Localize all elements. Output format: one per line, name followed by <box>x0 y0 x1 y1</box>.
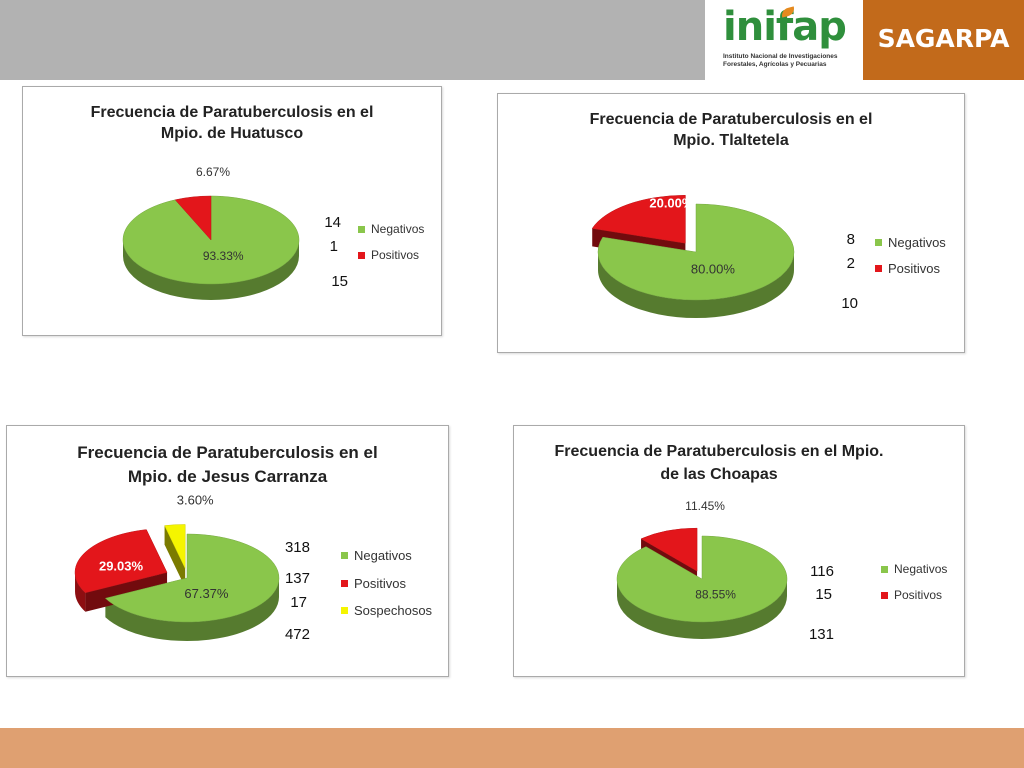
chart-title: Frecuencia de Paratuberculosis en el Mpi… <box>7 441 448 489</box>
chart-title-line-2: Mpio. Tlaltetela <box>673 132 789 149</box>
data-label-positivos: 6.67% <box>196 165 230 179</box>
chart-title-line-1: Frecuencia de Paratuberculosis en el <box>589 111 873 128</box>
chart-title-line-2: de las Choapas <box>660 466 778 483</box>
pie-chart: 67.37% 29.03% 3.60% <box>74 492 280 641</box>
pie-slice-face-sospechosos <box>164 525 186 588</box>
pie-slice-side-positivos <box>75 572 86 612</box>
legend-swatch <box>881 565 888 573</box>
chart-jesus-carranza: Frecuencia de Paratuberculosis en el Mpi… <box>6 425 449 677</box>
count-positivos: 137 <box>284 570 310 587</box>
legend-swatch <box>358 225 365 233</box>
count-positivos: 15 <box>815 586 832 603</box>
legend-label: Positivos <box>371 248 420 262</box>
data-label-positivos: 29.03% <box>99 558 144 573</box>
chart-title: Frecuencia de Paratuberculosis en el Mpi… <box>498 109 964 151</box>
data-label-negativos: 67.37% <box>184 586 229 601</box>
legend-swatch <box>341 607 348 614</box>
legend-swatch <box>358 251 365 259</box>
legend-label: Positivos <box>888 261 941 276</box>
inifap-subtitle: Instituto Nacional de Investigaciones Fo… <box>723 53 838 68</box>
legend-item-positivos: Positivos <box>341 576 406 591</box>
legend-label: Positivos <box>354 576 407 591</box>
pie-slice-sospechosos <box>164 524 186 569</box>
chart-title-line-2: Mpio. de Huatusco <box>160 125 304 142</box>
pie-chart: 80.00% 20.00% <box>591 195 795 318</box>
count-negativos: 116 <box>810 563 834 580</box>
footer-band <box>0 728 1024 768</box>
legend-label: Negativos <box>894 562 948 576</box>
count-sospechosos: 17 <box>290 594 307 611</box>
data-label-positivos: 11.45% <box>685 499 725 513</box>
legend-label: Sospechosos <box>354 603 433 618</box>
pie-slice-positivos <box>640 527 698 572</box>
chart-huatusco: Frecuencia de Paratuberculosis en el Mpi… <box>22 86 442 336</box>
legend-label: Positivos <box>894 588 943 602</box>
pie-slice-side-negativos <box>105 578 279 641</box>
inifap-logo: inifap Instituto Nacional de Investigaci… <box>705 0 863 80</box>
legend-item-negativos: Negativos <box>881 562 947 576</box>
legend-item-negativos: Negativos <box>341 548 412 563</box>
count-total: 10 <box>841 295 858 312</box>
chart-title-line-1: Frecuencia de Paratuberculosis en el <box>77 443 378 462</box>
pie-chart: 88.55% 11.45% <box>616 499 788 639</box>
legend-item-negativos: Negativos <box>875 235 946 250</box>
sagarpa-logo-text: SAGARPA <box>877 24 1010 53</box>
count-negativos: 318 <box>284 539 310 556</box>
count-negativos: 8 <box>846 231 855 248</box>
legend-item-positivos: Positivos <box>358 248 419 262</box>
legend-swatch <box>341 580 348 587</box>
count-total: 472 <box>284 626 310 643</box>
data-label-negativos: 80.00% <box>691 262 736 277</box>
data-label-positivos: 20.00% <box>649 195 694 210</box>
legend-swatch <box>875 239 882 246</box>
header-band <box>0 0 705 80</box>
legend-swatch <box>881 591 888 599</box>
pie-slice-positivos <box>591 195 686 244</box>
chart-title-line-1: Frecuencia de Paratuberculosis en el Mpi… <box>554 443 884 460</box>
legend-item-negativos: Negativos <box>358 222 424 236</box>
data-label-sospechosos: 3.60% <box>177 492 214 507</box>
pie-slice-negativos <box>616 535 788 623</box>
count-total: 15 <box>331 273 348 290</box>
legend-label: Negativos <box>371 222 425 236</box>
legend-item-positivos: Positivos <box>881 588 942 602</box>
legend-label: Negativos <box>888 235 946 250</box>
data-label-negativos: 93.33% <box>203 249 244 263</box>
legend-item-positivos: Positivos <box>875 261 940 276</box>
pie-slice-side-negativos <box>617 579 787 639</box>
data-label-negativos: 88.55% <box>695 587 736 601</box>
sagarpa-logo: SAGARPA <box>863 0 1024 80</box>
chart-title-line-2: Mpio. de Jesus Carranza <box>127 467 328 486</box>
count-total: 131 <box>808 626 834 643</box>
count-negativos: 14 <box>324 214 341 231</box>
chart-las-choapas: Frecuencia de Paratuberculosis en el Mpi… <box>513 425 965 677</box>
pie-slice-side-negativos <box>598 252 794 318</box>
count-positivos: 1 <box>329 238 338 255</box>
chart-title: Frecuencia de Paratuberculosis en el Mpi… <box>514 440 964 486</box>
legend-swatch <box>341 552 348 559</box>
legend-label: Negativos <box>354 548 412 563</box>
pie-slice-positivos <box>74 529 168 594</box>
count-positivos: 2 <box>846 255 855 272</box>
pie-slice-side-negativos <box>123 240 299 300</box>
legend-swatch <box>875 265 882 272</box>
chart-title-line-1: Frecuencia de Paratuberculosis en el <box>90 104 374 121</box>
pie-slice-face-positivos <box>85 572 168 612</box>
pie-slice-negativos <box>597 203 795 301</box>
pie-chart: 93.33% 6.67% <box>122 165 300 300</box>
chart-title: Frecuencia de Paratuberculosis en el Mpi… <box>23 102 441 144</box>
pie-slice-positivos <box>174 195 212 241</box>
chart-tlaltetela: Frecuencia de Paratuberculosis en el Mpi… <box>497 93 965 353</box>
legend-item-sospechosos: Sospechosos <box>341 603 432 618</box>
pie-slice-negativos <box>104 533 280 623</box>
